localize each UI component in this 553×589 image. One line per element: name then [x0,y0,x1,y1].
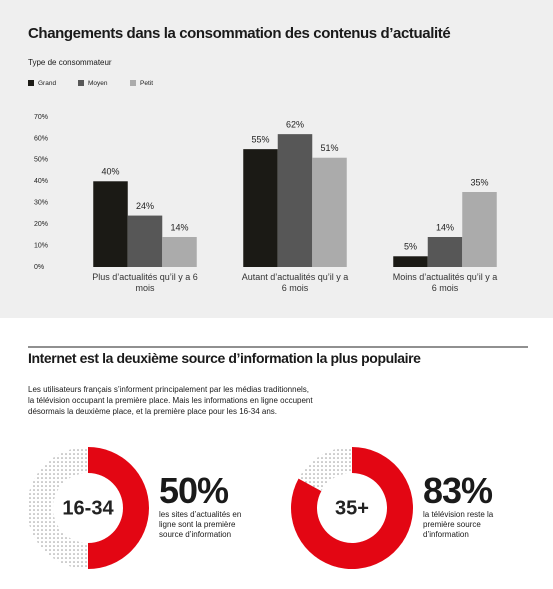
y-tick-label: 0% [34,264,44,271]
legend-swatch [78,80,84,86]
value-label: 55% [251,135,269,145]
value-label: 51% [320,143,338,153]
donut-slice [290,447,413,569]
big-value: 83% [423,470,493,511]
y-tick-label: 70% [34,114,48,121]
bar [277,134,313,267]
big-value: 50% [159,470,229,511]
value-label: 35% [470,177,488,187]
value-label: 14% [170,222,188,232]
legend-label: Petit [140,80,153,87]
y-tick-label: 30% [34,200,48,207]
bar [312,157,347,267]
donut-label: 35+ [335,497,369,519]
legend-label: Grand [38,80,56,87]
y-tick-label: 40% [34,178,48,185]
y-tick-label: 20% [34,221,48,228]
x-tick-label: Moins d’actualités qu’il y a 6 mois [392,272,498,293]
legend-label: Moyen [88,80,108,87]
legend-swatch [130,80,136,86]
donut-label: 16-34 [62,497,114,519]
x-tick-label: Plus d’actualités qu’il y a 6 mois [92,272,198,293]
bar [462,192,497,267]
bar [127,215,163,267]
bar [243,149,278,267]
bar [393,256,428,267]
legend-title: Type de consommateur [28,58,112,67]
section-text: Les utilisateurs français s’informent pr… [28,385,313,416]
value-label: 40% [101,167,119,177]
value-label: 5% [404,242,417,252]
donut-caption: la télévision reste la première source d… [423,510,494,539]
bar [93,181,128,267]
value-label: 24% [136,201,154,211]
y-tick-label: 50% [34,157,48,164]
y-tick-label: 60% [34,135,48,142]
x-tick-label: Autant d’actualités qu’il y a 6 mois [241,272,349,293]
value-label: 62% [286,120,304,130]
legend-swatch [28,80,34,86]
y-tick-label: 10% [34,242,48,249]
donut-caption: les sites d’actualités en ligne sont la … [159,510,242,539]
bar [427,237,463,267]
chart-title: Changements dans la consommation des con… [28,25,451,42]
section-title: Internet est la deuxième source d’inform… [28,350,421,366]
bar [162,237,197,267]
value-label: 14% [436,222,454,232]
donut-slice [88,447,149,569]
